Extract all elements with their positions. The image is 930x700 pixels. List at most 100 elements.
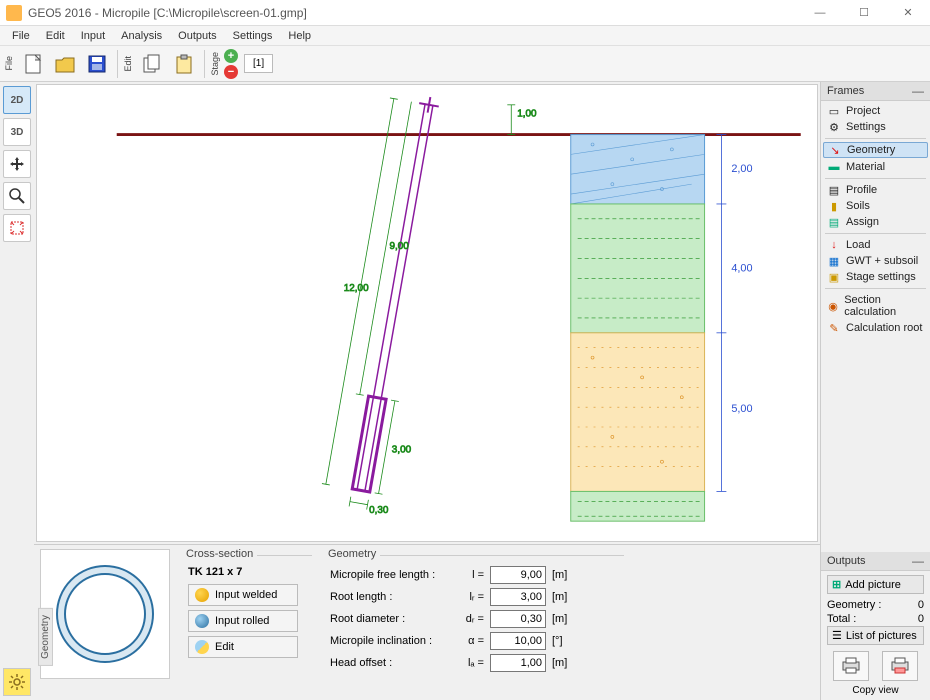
list-pictures-button[interactable]: ☰List of pictures: [827, 626, 924, 645]
print-color-button[interactable]: [882, 651, 918, 681]
dim-root-length: 3,00: [392, 445, 412, 456]
stage-tab-1[interactable]: [1]: [244, 54, 273, 73]
view-3d-button[interactable]: 3D: [3, 118, 31, 146]
cross-section-name: TK 121 x 7: [188, 566, 306, 578]
view-2d-button[interactable]: 2D: [3, 86, 31, 114]
close-button[interactable]: ✕: [886, 0, 930, 26]
geom-sym: l =: [456, 569, 484, 581]
geometry-legend: Geometry: [324, 548, 380, 560]
frame-settings[interactable]: ⚙Settings: [821, 119, 930, 135]
outputs-geometry-count: 0: [918, 599, 924, 611]
geometry-icon: ↘: [828, 144, 842, 156]
edit-cross-section-button[interactable]: Edit: [188, 636, 298, 658]
pan-button[interactable]: [3, 150, 31, 178]
settings-gear-button[interactable]: [3, 668, 31, 696]
frame-material[interactable]: ▬Material: [821, 159, 930, 175]
frame-soils[interactable]: ▮Soils: [821, 198, 930, 214]
section-calc-icon: ◉: [827, 300, 839, 312]
root-length-input[interactable]: [490, 588, 546, 606]
menu-input[interactable]: Input: [73, 28, 113, 44]
input-rolled-button[interactable]: Input rolled: [188, 610, 298, 632]
right-panel: Frames— ▭Project ⚙Settings ↘Geometry ▬Ma…: [820, 82, 930, 700]
dim-head-offset: 1,00: [517, 109, 537, 120]
geom-sym: lᵣ =: [456, 591, 484, 603]
frame-calc-root[interactable]: ✎Calculation root: [821, 320, 930, 336]
list-icon: ☰: [832, 629, 842, 642]
open-file-button[interactable]: [50, 49, 80, 79]
menu-file[interactable]: File: [4, 28, 38, 44]
menu-help[interactable]: Help: [280, 28, 319, 44]
add-picture-icon: ⊞: [832, 578, 841, 591]
frame-gwt-subsoil[interactable]: ▦GWT + subsoil: [821, 253, 930, 269]
view-tools: 2D 3D: [0, 82, 34, 700]
dim-total: 12,00: [344, 283, 369, 294]
material-icon: ▬: [827, 161, 841, 173]
remove-stage-button[interactable]: −: [224, 65, 238, 79]
cross-section-legend: Cross-section: [182, 548, 257, 560]
layer-depth-label: 2,00: [731, 163, 752, 175]
toolbar-group-edit: Edit: [123, 56, 133, 72]
load-icon: ↓: [827, 239, 841, 251]
geom-label: Root length :: [330, 591, 450, 603]
calc-root-icon: ✎: [827, 322, 841, 334]
outputs-total-label: Total :: [827, 613, 856, 625]
add-stage-button[interactable]: +: [224, 49, 238, 63]
frame-geometry[interactable]: ↘Geometry: [823, 142, 928, 158]
geom-label: Root diameter :: [330, 613, 450, 625]
zoom-extents-button[interactable]: [3, 214, 31, 242]
zoom-button[interactable]: [3, 182, 31, 210]
toolbar: File Edit Stage + − [1]: [0, 46, 930, 82]
collapse-outputs-icon[interactable]: —: [912, 554, 924, 568]
geom-label: Micropile inclination :: [330, 635, 450, 647]
copy-view-label[interactable]: Copy view: [827, 685, 924, 696]
frame-section-calc[interactable]: ◉Section calculation: [821, 292, 930, 320]
micropile-inclination-input[interactable]: [490, 632, 546, 650]
menu-outputs[interactable]: Outputs: [170, 28, 225, 44]
project-icon: ▭: [827, 105, 841, 117]
frame-stage-settings[interactable]: ▣Stage settings: [821, 269, 930, 285]
assign-icon: ▤: [827, 216, 841, 228]
geom-sym: α =: [456, 635, 484, 647]
geom-sym: lₐ =: [456, 657, 484, 669]
maximize-button[interactable]: ☐: [842, 0, 886, 26]
titlebar: GEO5 2016 - Micropile [C:\Micropile\scre…: [0, 0, 930, 26]
toolbar-group-file: File: [4, 56, 14, 71]
menu-settings[interactable]: Settings: [225, 28, 281, 44]
collapse-frames-icon[interactable]: —: [912, 84, 924, 98]
dim-root-diameter: 0,30: [369, 505, 389, 516]
menu-analysis[interactable]: Analysis: [113, 28, 170, 44]
print-button[interactable]: [833, 651, 869, 681]
input-welded-button[interactable]: Input welded: [188, 584, 298, 606]
root-diameter-input[interactable]: [490, 610, 546, 628]
window-title: GEO5 2016 - Micropile [C:\Micropile\scre…: [28, 6, 798, 20]
layer-depth-label: 5,00: [731, 403, 752, 415]
frame-project[interactable]: ▭Project: [821, 103, 930, 119]
app-icon: [6, 5, 22, 21]
geom-sym: dᵣ =: [456, 613, 484, 625]
frame-load[interactable]: ↓Load: [821, 237, 930, 253]
minimize-button[interactable]: —: [798, 0, 842, 26]
head-offset-input[interactable]: [490, 654, 546, 672]
save-file-button[interactable]: [82, 49, 112, 79]
frame-assign[interactable]: ▤Assign: [821, 214, 930, 230]
outputs-total-count: 0: [918, 613, 924, 625]
outputs-geometry-label: Geometry :: [827, 599, 881, 611]
paste-button[interactable]: [169, 49, 199, 79]
add-picture-button[interactable]: ⊞Add picture: [827, 575, 924, 594]
frame-profile[interactable]: ▤Profile: [821, 182, 930, 198]
bottom-panel: Geometry Cross-section TK 121 x 7 Input …: [34, 544, 820, 700]
new-file-button[interactable]: [18, 49, 48, 79]
copy-button[interactable]: [137, 49, 167, 79]
drawing-canvas[interactable]: 2,00 4,00 5,00: [36, 84, 818, 542]
micropile-free-length-input[interactable]: [490, 566, 546, 584]
cross-section-preview: [40, 549, 170, 679]
toolbar-group-stage: Stage: [210, 52, 220, 76]
geom-label: Micropile free length :: [330, 569, 450, 581]
menubar: File Edit Input Analysis Outputs Setting…: [0, 26, 930, 46]
outputs-header: Outputs—: [821, 552, 930, 571]
geom-label: Head offset :: [330, 657, 450, 669]
dim-free: 9,00: [389, 241, 409, 252]
menu-edit[interactable]: Edit: [38, 28, 73, 44]
frames-header: Frames—: [821, 82, 930, 101]
profile-icon: ▤: [827, 184, 841, 196]
